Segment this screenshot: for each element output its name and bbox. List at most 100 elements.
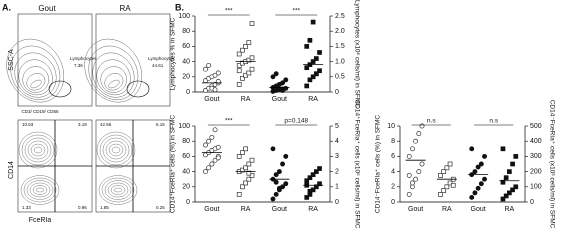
point (413, 138, 419, 144)
point (270, 196, 276, 202)
point (212, 127, 218, 133)
point (507, 190, 512, 196)
point (317, 166, 322, 171)
point (313, 56, 319, 61)
point (236, 192, 242, 197)
y2-tick-label: 3 (335, 153, 339, 160)
point (215, 70, 221, 76)
axis-label: FceRIa (29, 217, 52, 224)
panel-label: A. (2, 2, 11, 12)
point (307, 189, 313, 194)
point (203, 169, 208, 175)
y2-tick-label: 0 (335, 89, 339, 96)
point (313, 169, 319, 174)
point (212, 87, 218, 93)
point (438, 173, 443, 178)
y2-tick-label: 2.5 (335, 13, 345, 20)
y-tick-label: 40 (182, 168, 190, 175)
x-tick-label: RA (308, 96, 318, 103)
point (510, 187, 515, 193)
significance-label: n.s (427, 118, 436, 125)
point (413, 176, 419, 182)
x-tick-label: Gout (272, 96, 287, 103)
point (249, 55, 255, 61)
contour (14, 52, 57, 98)
point (310, 172, 316, 177)
contour (113, 187, 123, 193)
point (283, 181, 289, 187)
y-tick-label: 0 (186, 89, 190, 96)
point (212, 157, 218, 163)
y2-tick-label: 300 (530, 153, 542, 160)
y2-tick-label: 2.0 (335, 28, 345, 35)
point (500, 146, 506, 152)
point (243, 165, 248, 171)
significance-label: *** (292, 8, 300, 15)
point (307, 77, 313, 83)
contour (30, 79, 42, 89)
y-tick-label: 80 (182, 138, 190, 145)
axis-label: CD14 (8, 161, 15, 179)
y-tick-label: 6 (391, 153, 395, 160)
point (313, 71, 319, 77)
point (203, 66, 208, 72)
point (206, 138, 212, 144)
contour (23, 177, 57, 203)
axis-label: CD3/ CD19/ CD56 (21, 109, 59, 114)
point (482, 176, 487, 182)
point (283, 153, 289, 159)
point (478, 181, 484, 187)
gate-name: Lymphocytes (148, 56, 175, 61)
point (304, 83, 310, 89)
contour (30, 143, 46, 157)
point (209, 161, 215, 167)
point (513, 154, 519, 159)
column-title: RA (119, 4, 131, 13)
point (500, 179, 506, 185)
quadrant-value: 1.33 (22, 205, 31, 210)
point (246, 161, 252, 167)
point (507, 169, 512, 174)
contour (20, 175, 60, 205)
point (419, 161, 425, 167)
point (246, 70, 252, 76)
y-tick-label: 100 (178, 13, 190, 20)
point (307, 175, 313, 181)
point (304, 178, 310, 184)
point (475, 164, 481, 170)
contour (88, 45, 139, 100)
point (472, 190, 478, 196)
y2-tick-label: 1 (335, 184, 339, 191)
y2-tick-label: 0 (530, 199, 534, 206)
point (469, 194, 475, 200)
y-tick-label: 80 (182, 28, 190, 35)
y2-tick-label: 200 (530, 168, 542, 175)
point (273, 179, 279, 185)
contour (98, 175, 138, 205)
point (444, 184, 450, 190)
contour (84, 38, 143, 103)
point (447, 161, 453, 167)
contour (35, 187, 45, 193)
point (249, 157, 255, 163)
point (310, 19, 316, 25)
point (212, 72, 218, 78)
point (243, 44, 248, 49)
point (215, 155, 221, 161)
point (240, 150, 245, 155)
point (406, 172, 412, 178)
y-tick-label: 8 (391, 138, 395, 145)
significance-label: p=0.148 (284, 118, 308, 125)
point (273, 71, 279, 77)
gate-value: 44.61 (152, 63, 164, 68)
point (503, 175, 509, 181)
y2-axis-label: CD14⁺FceRIa⁺ cells (x10⁶ cells/ml) in SF… (353, 99, 360, 228)
contour (24, 137, 52, 163)
x-tick-label: Gout (471, 206, 486, 213)
y-tick-label: 20 (182, 184, 190, 191)
y-tick-label: 60 (182, 43, 190, 50)
point (249, 21, 255, 26)
x-tick-label: Gout (204, 206, 219, 213)
point (246, 176, 252, 182)
contour (29, 182, 51, 198)
